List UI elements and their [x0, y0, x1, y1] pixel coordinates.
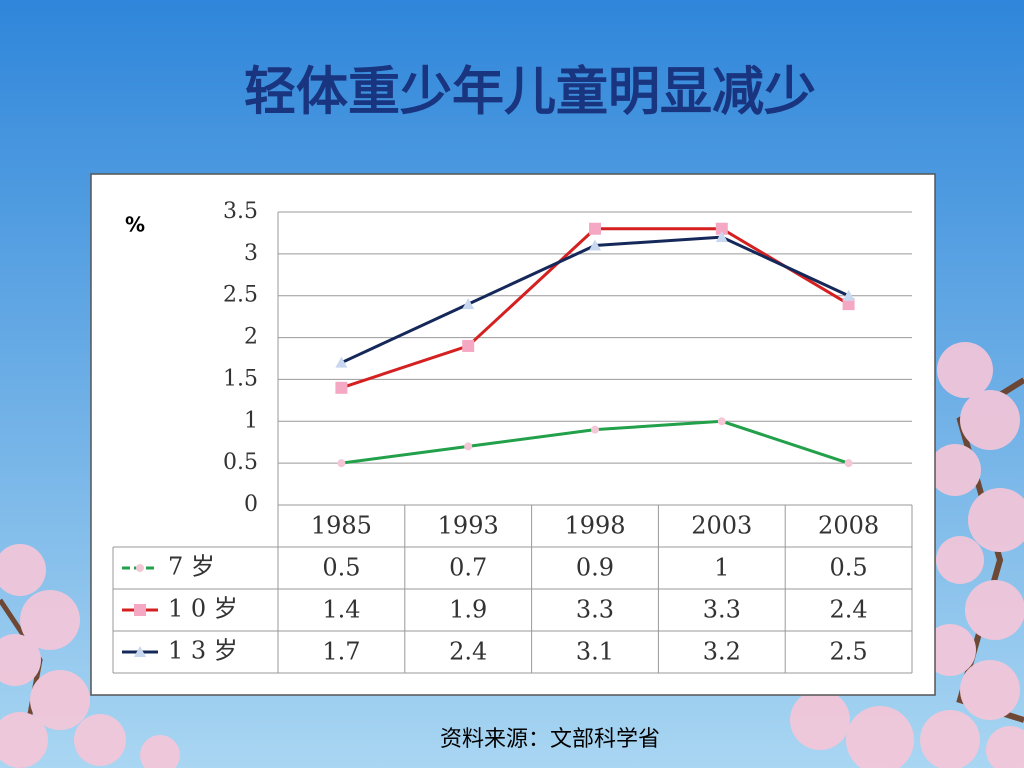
point-marker: [335, 381, 348, 394]
y-tick-label: 3: [244, 241, 258, 266]
legend-label: 1 3 岁: [168, 637, 238, 665]
y-tick-label: 0: [244, 492, 258, 517]
source-note: 资料来源：文部科学省: [440, 727, 660, 752]
blossom-left: [0, 544, 180, 768]
table-value: 1: [714, 554, 729, 582]
point-marker: [715, 222, 728, 235]
y-tick-label: 2.5: [223, 283, 258, 308]
table-value: 1.4: [322, 596, 360, 624]
point-marker: [462, 339, 475, 352]
table-value: 2.4: [449, 638, 487, 666]
legend-label: 1 0 岁: [168, 595, 238, 623]
slide-title: 轻体重少年儿童明显减少: [244, 62, 816, 123]
table-value: 0.5: [322, 554, 360, 582]
legend-marker: [136, 564, 144, 572]
point-marker: [589, 239, 601, 251]
point-marker: [715, 231, 728, 243]
table-value: 2.5: [830, 638, 868, 666]
x-tick-label: 1985: [311, 512, 372, 540]
y-tick-label: 1.5: [223, 366, 258, 391]
point-marker: [842, 298, 855, 311]
point-marker: [842, 289, 855, 301]
legend-marker: [134, 604, 146, 616]
point-marker: [717, 417, 726, 426]
x-tick-label: 2008: [818, 512, 879, 540]
chart-frame: [90, 173, 936, 696]
table-value: 3.3: [703, 596, 741, 624]
point-marker: [462, 298, 475, 310]
x-tick-label: 1993: [438, 512, 499, 540]
y-tick-label: 0.5: [223, 450, 258, 475]
table-value: 2.4: [830, 596, 868, 624]
point-marker: [335, 356, 348, 368]
point-marker: [591, 425, 599, 434]
y-tick-label: 1: [244, 408, 258, 433]
table-value: 0.5: [830, 554, 868, 582]
table-value: 3.1: [576, 638, 614, 666]
legend-marker: [134, 646, 146, 657]
table-value: 0.7: [449, 554, 487, 582]
plot: 0 0.5 1 1.5 2 2.5 3 3.5 1985 1993 1998 2003 2008 7 岁 0…: [112, 199, 913, 674]
table-value: 1.7: [322, 638, 360, 666]
point-marker: [337, 459, 346, 468]
table-value: 1.9: [449, 596, 487, 624]
table-value: 3.3: [576, 596, 614, 624]
x-tick-label: 1998: [564, 512, 625, 540]
table-value: 0.9: [576, 554, 614, 582]
blossom-right: [790, 342, 1024, 768]
point-marker: [464, 442, 473, 451]
x-tick-label: 2003: [691, 512, 752, 540]
y-tick-label: 3.5: [223, 199, 258, 224]
point-marker: [589, 222, 601, 235]
legend-label: 7 岁: [168, 553, 215, 581]
y-axis-label: %: [125, 213, 145, 237]
point-marker: [844, 459, 853, 468]
table-value: 3.2: [703, 638, 741, 666]
y-tick-label: 2: [244, 325, 258, 350]
